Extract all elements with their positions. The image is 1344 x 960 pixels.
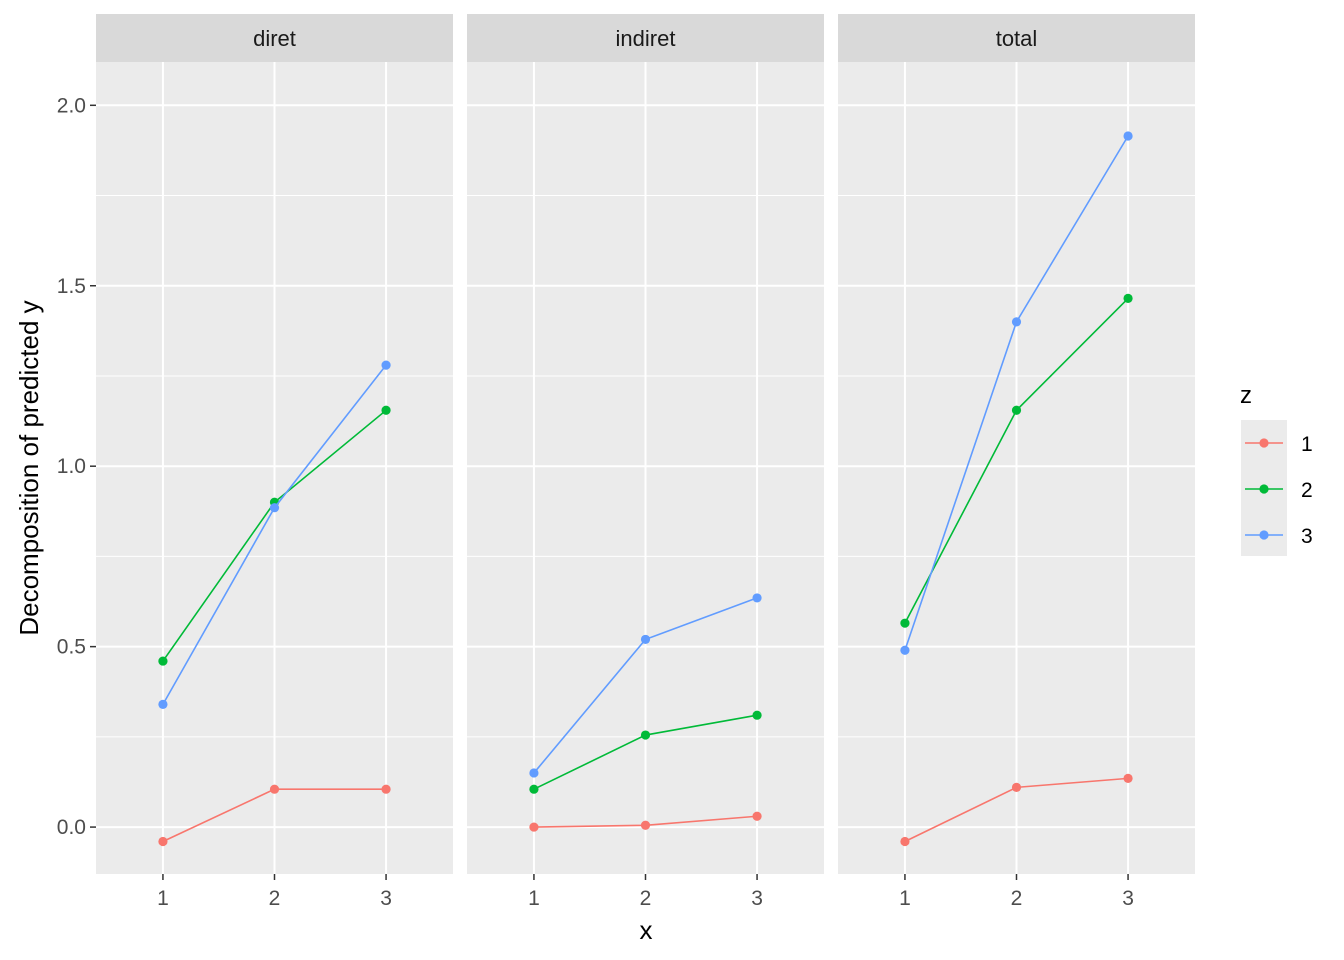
legend-key-point-3 [1259,530,1269,540]
data-point-3-indiret-3 [752,593,762,603]
data-point-2-indiret-3 [752,710,762,720]
data-point-2-diret-3 [381,405,391,415]
y-tick-label: 0.5 [57,636,86,659]
legend-label-3: 3 [1301,525,1313,548]
facet-label-diret: diret [253,26,296,51]
panel-total: total 1 2 3 [838,14,1195,910]
legend-title: z [1240,382,1252,409]
legend-key-point-2 [1259,484,1269,494]
data-point-1-diret-3 [381,784,391,794]
y-tick-label: 1.5 [57,275,86,298]
facet-label-total: total [996,26,1038,51]
y-tick-label: 1.0 [57,455,86,478]
legend: z 1 2 3 [1240,382,1313,556]
facet-strip-indiret [467,14,824,62]
legend-label-2: 2 [1301,479,1313,502]
facet-strip-diret [96,14,453,62]
x-tick-label: 2 [640,887,652,910]
data-point-2-total-2 [1011,405,1022,415]
panel-diret: diret 1 2 3 [96,14,453,910]
facet-strip-total [838,14,1195,62]
x-tick-label: 2 [269,887,281,910]
panels-layer: diret 1 2 3 indiret 1 2 3 total 1 2 3 [96,14,1195,910]
data-point-3-diret-2 [269,503,280,513]
data-point-1-diret-1 [158,836,168,847]
data-point-3-total-1 [900,645,910,655]
panel-indiret: indiret 1 2 3 [467,14,824,910]
data-point-2-diret-1 [158,656,168,666]
legend-label-1: 1 [1301,433,1313,456]
data-point-2-indiret-1 [529,784,539,794]
data-point-3-total-3 [1123,131,1133,141]
x-tick-label: 1 [157,887,169,910]
data-point-3-indiret-2 [640,634,651,645]
x-tick-label: 3 [380,887,392,910]
legend-key-point-1 [1259,438,1269,448]
x-tick-label: 1 [528,887,540,910]
data-point-1-indiret-2 [640,820,651,830]
x-tick-label: 2 [1011,887,1023,910]
x-tick-label: 1 [899,887,911,910]
data-point-1-indiret-3 [752,811,762,821]
data-point-2-total-1 [900,618,910,628]
data-point-2-total-3 [1123,293,1133,303]
data-point-1-total-1 [900,836,910,847]
data-point-3-total-2 [1011,317,1022,327]
x-tick-label: 3 [1122,887,1134,910]
data-point-3-diret-3 [381,360,391,370]
x-axis-title: x [640,915,653,945]
data-point-2-indiret-2 [640,730,651,740]
data-point-1-total-3 [1123,773,1133,783]
y-axis-title: Decomposition of predicted y [14,300,44,635]
y-tick-label: 0.0 [57,816,86,839]
data-point-1-indiret-1 [529,822,539,832]
y-tick-label: 2.0 [57,94,86,117]
facet-label-indiret: indiret [616,26,676,51]
x-tick-label: 3 [751,887,763,910]
data-point-3-diret-1 [158,699,168,709]
data-point-1-diret-2 [269,784,280,794]
data-point-1-total-2 [1011,782,1022,792]
data-point-3-indiret-1 [529,768,539,778]
y-axis: 0.0 0.5 1.0 1.5 2.0 [57,94,96,839]
